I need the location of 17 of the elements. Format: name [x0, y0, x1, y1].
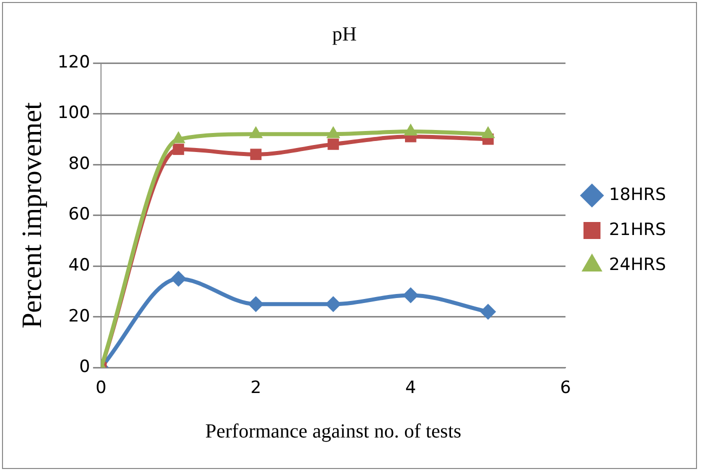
y-tick-label: 80 [68, 154, 90, 174]
y-tick-label: 100 [58, 103, 90, 124]
y-tick-label: 120 [58, 52, 90, 72]
legend-label: 24HRS [608, 254, 666, 275]
x-tick-label: 6 [560, 378, 571, 398]
y-tick-label: 40 [68, 255, 90, 276]
y-axis-title: Percent improvemet [17, 102, 48, 328]
legend-label: 21HRS [608, 220, 666, 240]
y-tick-label: 0 [79, 357, 90, 378]
x-tick-label: 2 [250, 378, 262, 398]
x-tick-label: 4 [405, 378, 416, 398]
legend-label: 18HRS [608, 184, 666, 205]
x-tick-label: 0 [96, 378, 106, 398]
y-tick-label: 60 [68, 204, 90, 225]
y-tick-label: 20 [68, 306, 90, 326]
chart-title: pH [332, 23, 357, 46]
x-axis-title: Performance against no. of tests [205, 420, 462, 442]
